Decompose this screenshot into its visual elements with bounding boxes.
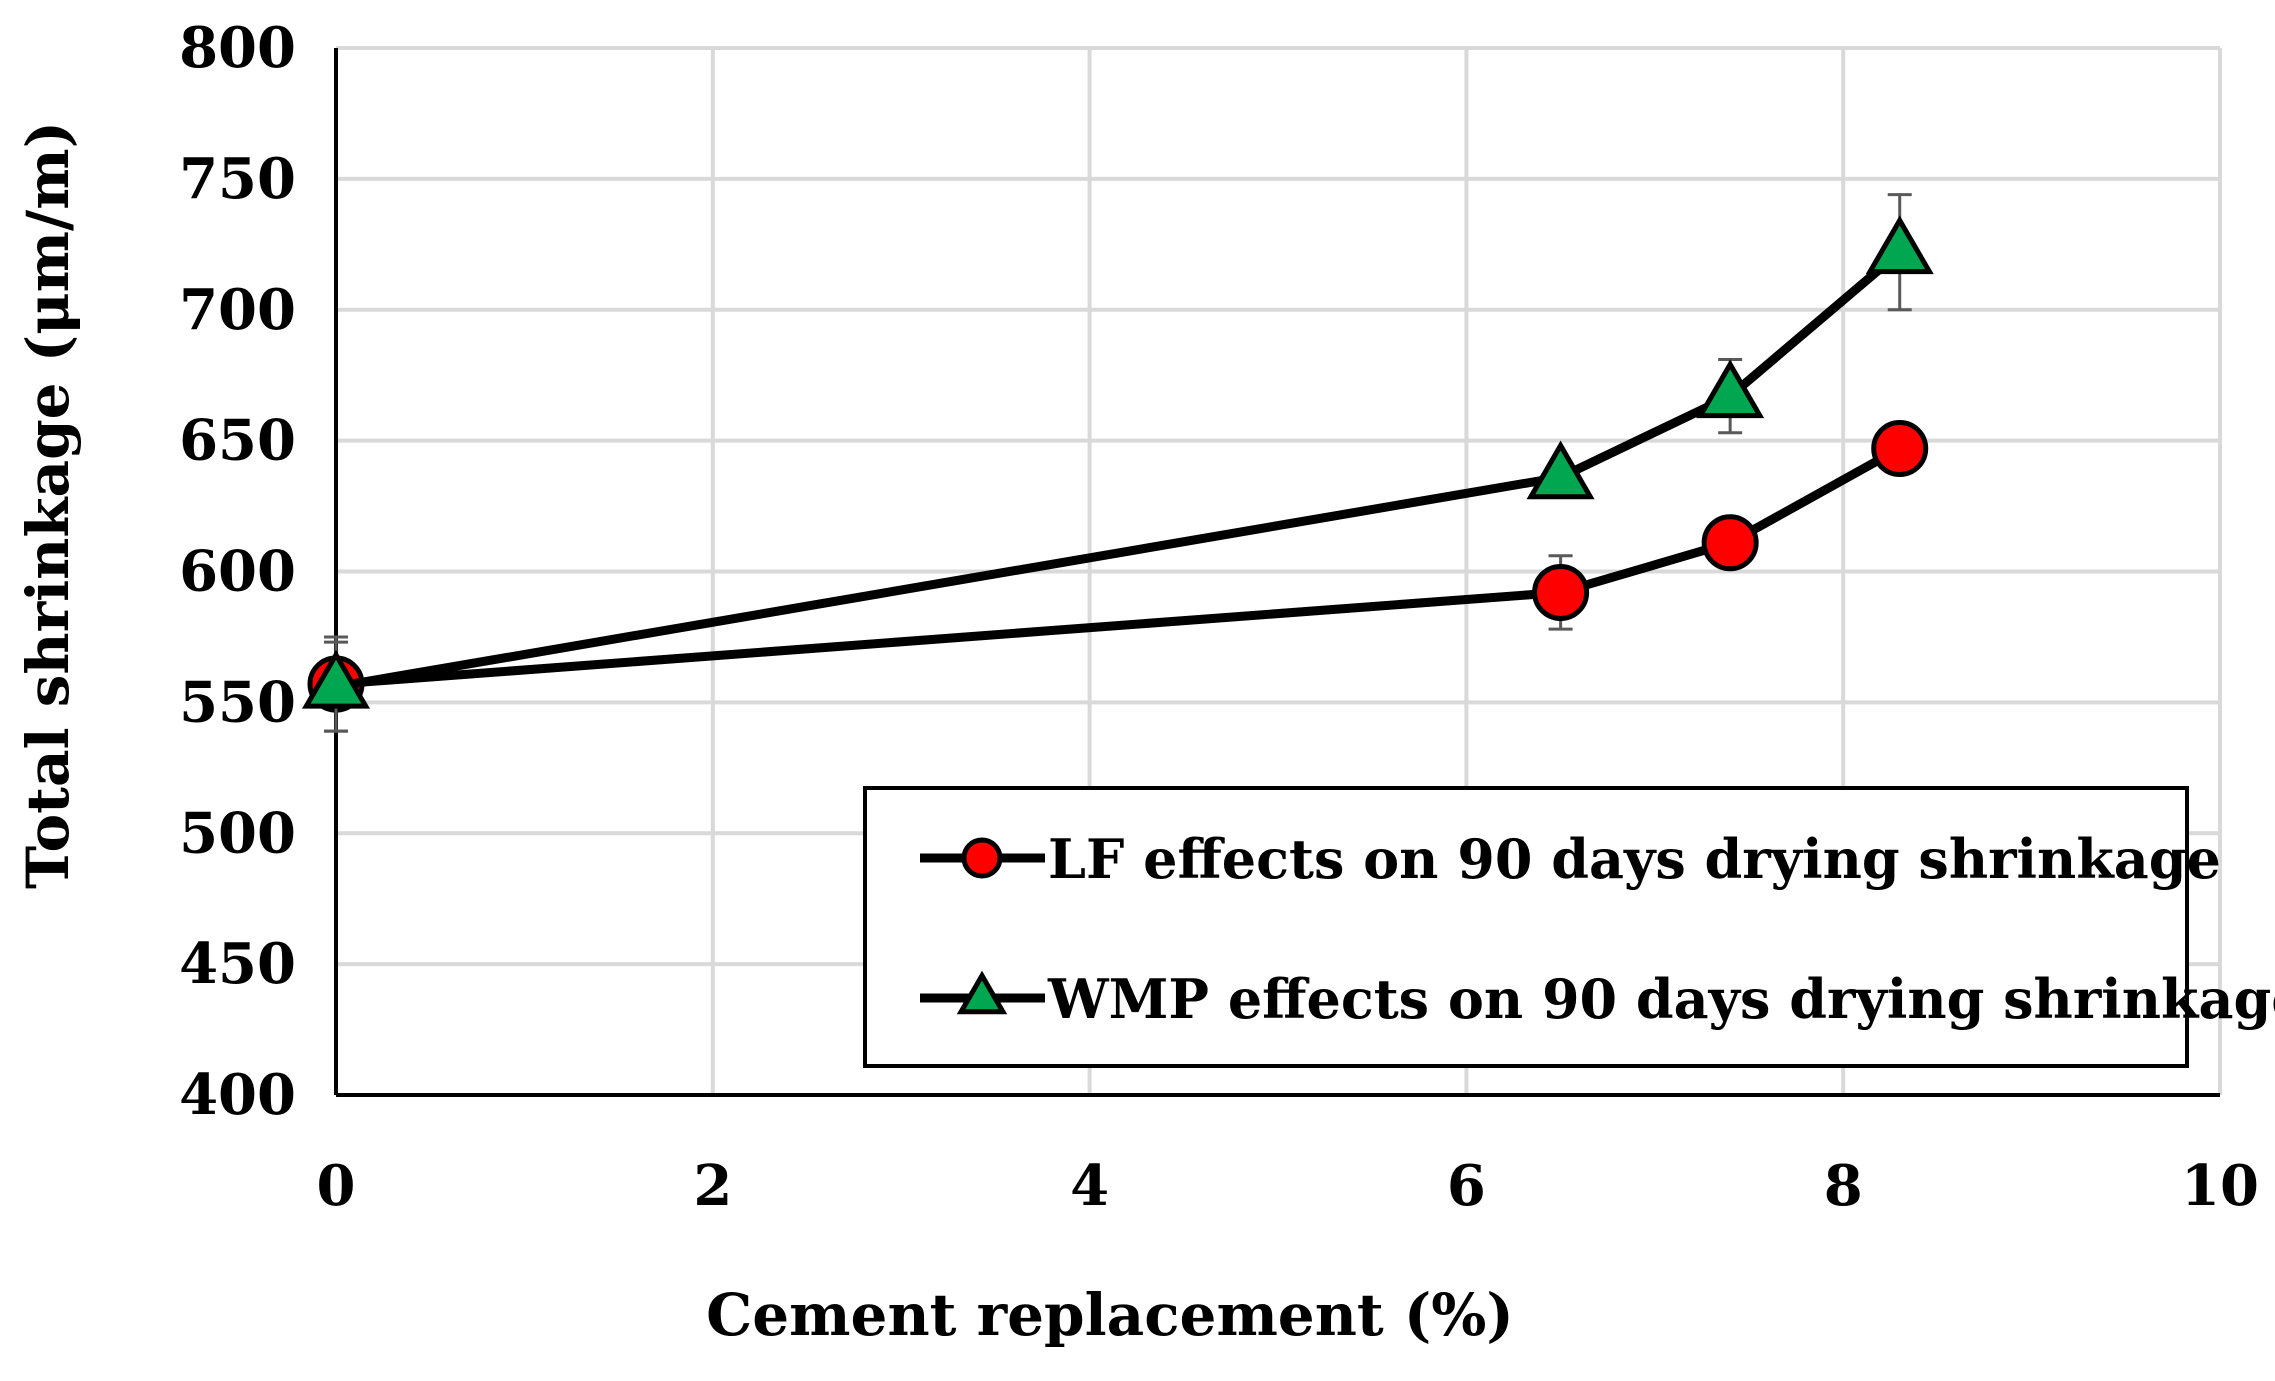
- y-tick-label: 450: [179, 931, 296, 997]
- series-2: [301, 193, 1934, 733]
- x-tick-label: 6: [1447, 1153, 1486, 1219]
- y-axis-title: Total shrinkage (μm/m): [14, 121, 82, 889]
- legend: LF effects on 90 days drying shrinkage WM…: [863, 786, 2275, 1068]
- y-tick-label: 400: [179, 1062, 296, 1128]
- legend-box: [863, 786, 2189, 1068]
- y-tick-label: 700: [179, 277, 296, 343]
- data-point: [1696, 359, 1765, 419]
- series-group: [301, 193, 1934, 733]
- y-tick-label: 650: [179, 408, 296, 474]
- legend-marker: [961, 837, 1003, 879]
- x-tick-label: 2: [693, 1153, 732, 1219]
- x-axis-title: Cement replacement (%): [706, 1281, 1514, 1349]
- y-tick-label: 500: [179, 800, 296, 866]
- legend-marker: [956, 970, 1008, 1015]
- y-tick-label: 550: [179, 669, 296, 735]
- legend-entry-1: LF effects on 90 days drying shrinkage: [920, 827, 2221, 891]
- x-tick-label: 4: [1070, 1153, 1109, 1219]
- axes: 400 450 500 550 600 650 700 750 800 0 2 4 6 8 10: [179, 15, 2259, 1219]
- data-point: [1701, 514, 1759, 572]
- data-point: [301, 649, 371, 709]
- y-tick-label: 750: [179, 146, 296, 212]
- data-point: [1526, 440, 1595, 500]
- y-tick-label: 600: [179, 539, 296, 605]
- y-tick-label: 800: [179, 15, 296, 81]
- x-tick-label: 8: [1824, 1153, 1863, 1219]
- series-1: [307, 419, 1929, 733]
- x-tick-label: 0: [317, 1153, 356, 1219]
- data-point: [1865, 215, 1934, 275]
- legend-label: LF effects on 90 days drying shrinkage: [1048, 827, 2221, 891]
- series-line: [335, 248, 1903, 692]
- data-point: [1532, 563, 1590, 621]
- legend-label: WMP effects on 90 days drying shrinkage: [1047, 967, 2275, 1031]
- x-tick-label: 10: [2181, 1153, 2259, 1219]
- data-point: [1871, 419, 1929, 477]
- legend-entry-2: WMP effects on 90 days drying shrinkage: [920, 967, 2275, 1031]
- series-line: [335, 444, 1902, 689]
